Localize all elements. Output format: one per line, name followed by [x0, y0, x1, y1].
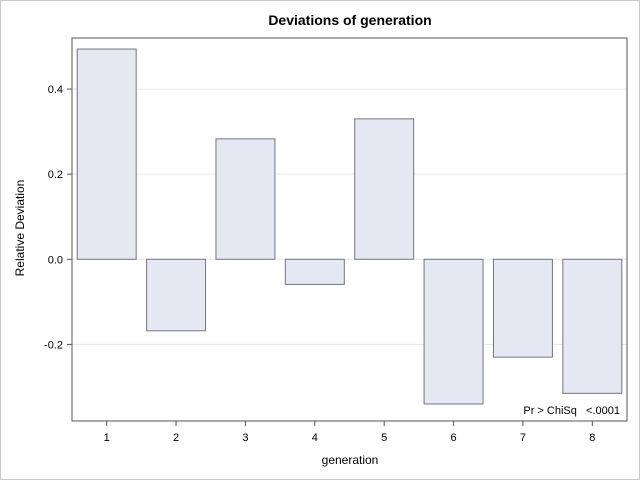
bar-6	[423, 258, 484, 405]
chart-title: Deviations of generation	[268, 12, 431, 28]
bar-1	[76, 48, 137, 260]
bar-3	[215, 138, 276, 260]
x-axis-label: generation	[322, 453, 379, 467]
bar-2	[146, 258, 207, 332]
x-tick-label: 1	[104, 432, 110, 444]
x-tick-label: 5	[381, 432, 387, 444]
y-tick-label: 0.0	[48, 254, 63, 266]
x-tick-label: 4	[312, 432, 318, 444]
y-tick-label: 0.2	[48, 169, 63, 181]
plot-area-border	[71, 37, 628, 422]
y-axis-ticks: -0.2 0.0 0.2 0.4	[44, 84, 72, 351]
chisq-annotation: Pr > ChiSq <.0001	[523, 405, 620, 417]
y-tick-label: -0.2	[44, 339, 63, 351]
bar-5	[354, 118, 415, 260]
bar-8	[562, 258, 623, 394]
y-axis-label: Relative Deviation	[13, 180, 27, 277]
y-tick-label: 0.4	[48, 84, 63, 96]
x-axis-ticks: 1 2 3 4 5 6 7 8	[104, 421, 595, 444]
x-tick-label: 6	[451, 432, 457, 444]
bar-7	[492, 258, 553, 358]
bar-4	[284, 258, 345, 285]
x-tick-label: 7	[520, 432, 526, 444]
x-tick-label: 3	[242, 432, 248, 444]
bars	[76, 48, 623, 405]
x-tick-label: 2	[173, 432, 179, 444]
x-tick-label: 8	[589, 432, 595, 444]
